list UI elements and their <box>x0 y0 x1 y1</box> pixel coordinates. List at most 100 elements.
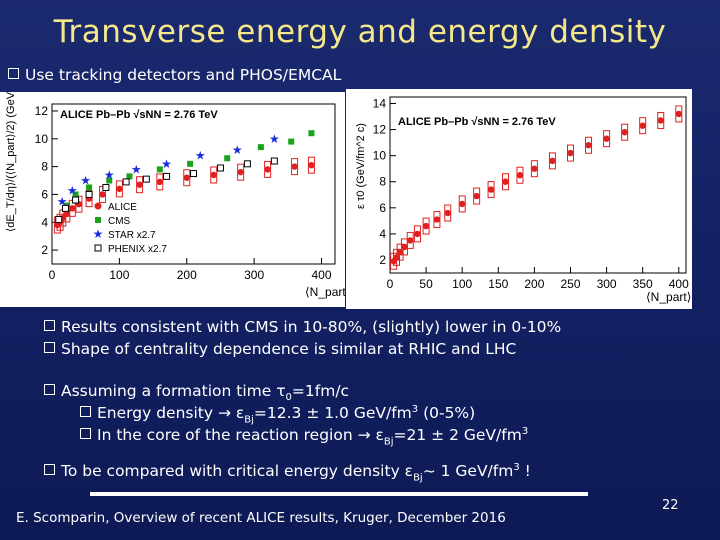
alice-point <box>63 210 71 218</box>
star-point: ★ <box>232 143 243 157</box>
checkbox-bullet-icon <box>8 68 19 79</box>
checkbox-bullet-icon <box>80 406 91 418</box>
unit-superscript: 3 <box>521 426 529 437</box>
x-tick-label: 0 <box>49 268 56 282</box>
alice-point <box>237 168 244 176</box>
y-tick-label: 6 <box>379 201 386 215</box>
phenix-point <box>61 204 69 212</box>
star-point: ★ <box>57 194 68 208</box>
centrality-range: (0-5%) <box>418 404 476 423</box>
legend-marker-phenix <box>94 244 102 252</box>
y-tick-label: 12 <box>373 123 387 137</box>
cms-point <box>86 184 93 191</box>
tau-symbol: τ <box>276 382 286 400</box>
alice-point <box>458 200 466 208</box>
alice-point <box>487 186 495 193</box>
alice-point <box>621 129 628 136</box>
epsilon-subscript: Bj <box>244 414 254 426</box>
alice-point <box>210 171 217 179</box>
epsilon-symbol: ε <box>235 404 245 423</box>
alice-point <box>69 205 76 212</box>
unit-superscript: 3 <box>513 462 520 473</box>
footer-divider <box>90 492 588 496</box>
star-point: ★ <box>67 183 78 197</box>
legend-marker-cms <box>95 217 101 223</box>
x-tick-label: 200 <box>177 268 197 282</box>
alice-point <box>473 192 480 200</box>
alice-point <box>183 174 190 181</box>
alice-point <box>264 166 271 173</box>
y-tick-label: 2 <box>41 243 48 257</box>
legend-marker-star: ★ <box>93 227 104 241</box>
bullet-formation-time: Assuming a formation time τ0=1fm/c <box>44 382 349 403</box>
x-tick-label: 300 <box>244 268 264 282</box>
cms-point <box>257 144 264 151</box>
alice-point <box>502 178 509 185</box>
critical-density-value: ~ 1 GeV/fm <box>422 462 514 481</box>
x-axis-label: ⟨N_part⟩ <box>305 285 345 299</box>
y-tick-label: 6 <box>41 187 48 201</box>
unit-superscript: 3 <box>411 404 419 415</box>
y-tick-label: 4 <box>379 227 386 241</box>
phenix-point <box>55 215 63 223</box>
legend-marker-alice <box>94 202 102 210</box>
alice-point <box>675 110 682 118</box>
legend-label: PHENIX x2.7 <box>108 244 167 255</box>
star-point: ★ <box>131 162 142 176</box>
y-axis-label: ε τ0 (GeV/fm^2 c) <box>355 123 367 209</box>
alice-point <box>531 165 538 172</box>
alice-point <box>136 181 143 188</box>
legend-label: CMS <box>108 216 131 227</box>
energy-density-plot: ALICE Pb–Pb √sNN = 2.76 TeV ε τ0 (GeV/fm… <box>346 89 692 309</box>
alice-point <box>414 230 421 238</box>
cms-point <box>224 155 231 162</box>
bullet-text: To be compared with critical energy dens… <box>61 462 405 481</box>
et-vs-npart-plot: ALICE Pb–Pb √sNN = 2.76 TeV ⟨dE_T/dη⟩/(⟨… <box>0 92 345 307</box>
chart-title: ALICE Pb–Pb √sNN = 2.76 TeV <box>60 109 218 121</box>
arrow-icon: → <box>357 426 376 445</box>
sub-bullet-core-region: In the core of the reaction region → εBj… <box>80 426 528 447</box>
tau-value: =1fm/c <box>291 382 350 400</box>
y-tick-label: 10 <box>35 132 49 146</box>
phenix-point <box>102 183 110 191</box>
alice-point <box>396 248 404 256</box>
x-axis-label: ⟨N_part⟩ <box>646 290 691 304</box>
alice-point <box>549 157 556 165</box>
x-tick-label: 150 <box>488 277 508 291</box>
checkbox-bullet-icon <box>44 384 55 395</box>
sub-bullet-energy-density: Energy density → εBj=12.3 ± 1.0 GeV/fm3 … <box>80 404 475 425</box>
alice-point <box>585 142 592 149</box>
cms-point <box>72 191 79 198</box>
x-tick-label: 400 <box>669 277 689 291</box>
energy-density-value: =12.3 ± 1.0 GeV/fm <box>253 404 412 423</box>
y-tick-label: 2 <box>379 253 386 267</box>
alice-point <box>657 117 664 124</box>
checkbox-bullet-icon <box>44 320 55 331</box>
chart-title: ALICE Pb–Pb √sNN = 2.76 TeV <box>398 116 556 128</box>
bullet-tracking-detectors: Use tracking detectors and PHOS/EMCAL <box>8 66 341 84</box>
alice-point <box>444 209 451 217</box>
checkbox-bullet-icon <box>44 464 55 476</box>
arrow-icon: → <box>217 404 236 423</box>
plot-frame <box>51 103 336 265</box>
bullet-text: Results consistent with CMS in 10-80%, (… <box>61 318 562 336</box>
bullet-critical-density: To be compared with critical energy dens… <box>44 462 531 483</box>
alice-point <box>422 222 430 230</box>
epsilon-subscript: Bj <box>383 436 394 448</box>
x-tick-label: 300 <box>597 277 617 291</box>
cms-point <box>156 166 163 173</box>
y-tick-label: 4 <box>41 215 48 229</box>
y-tick-label: 10 <box>373 149 387 163</box>
phenix-point <box>270 157 278 165</box>
alice-point <box>407 237 414 244</box>
epsilon-symbol: ε <box>375 426 384 445</box>
bullet-consistent-cms: Results consistent with CMS in 10-80%, (… <box>44 318 561 336</box>
x-tick-label: 250 <box>560 277 580 291</box>
legend-label: STAR x2.7 <box>108 230 156 241</box>
bullet-text: Shape of centrality dependence is simila… <box>61 340 517 358</box>
x-tick-label: 350 <box>633 277 653 291</box>
cms-point <box>187 160 194 167</box>
phenix-point <box>243 160 251 168</box>
phenix-point <box>142 175 150 183</box>
alice-point <box>308 162 315 169</box>
